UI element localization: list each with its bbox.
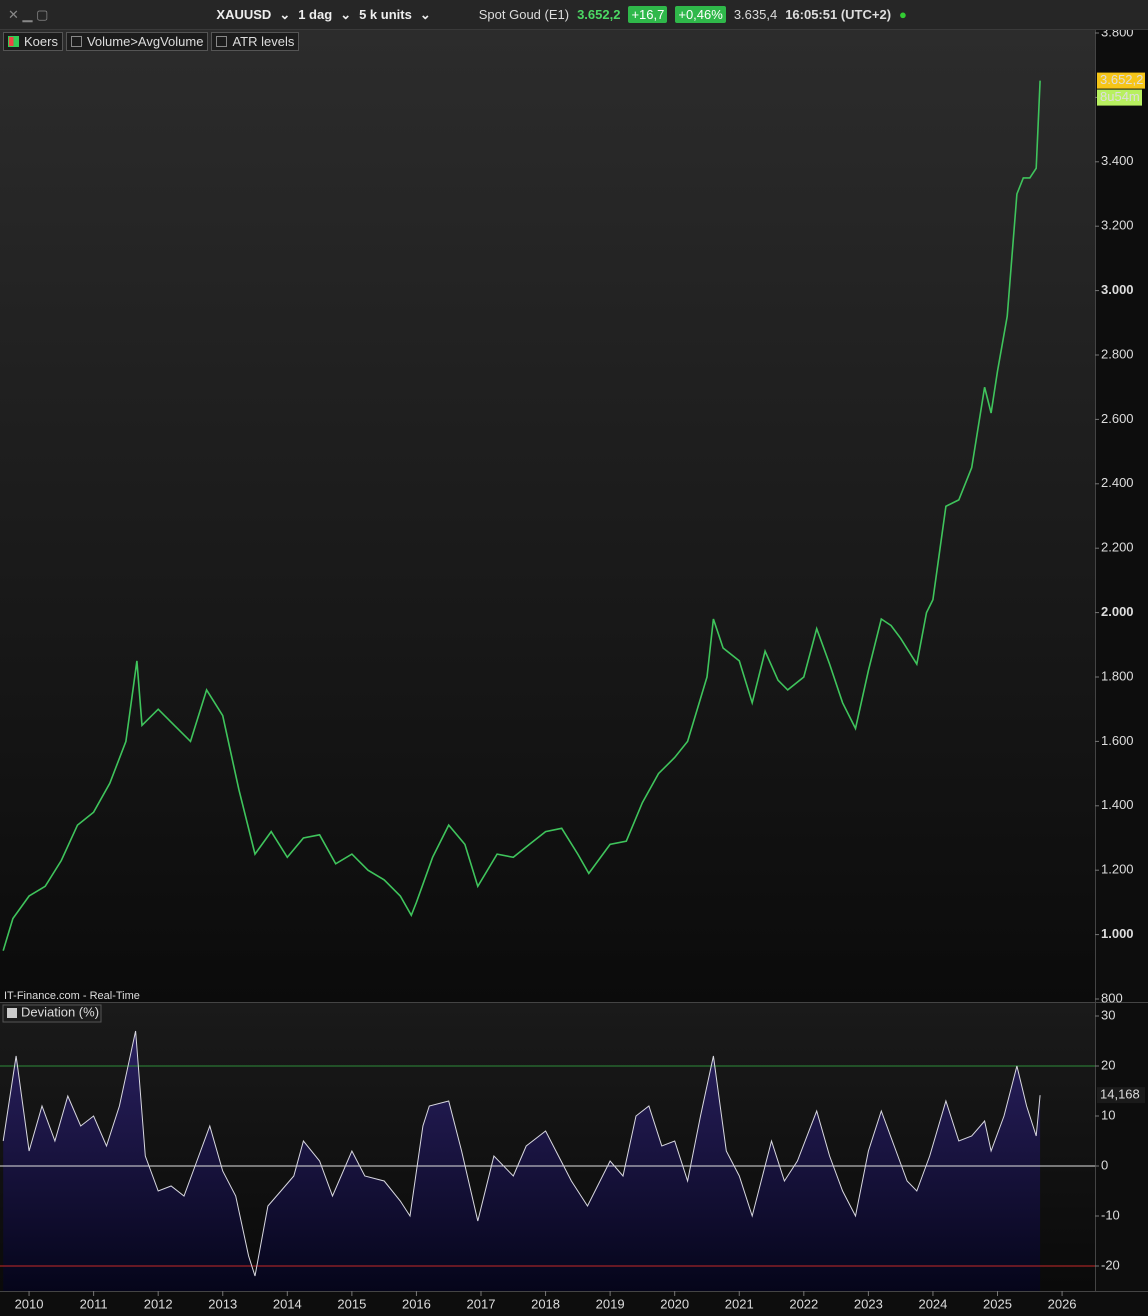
y-tick-label: -10 (1101, 1207, 1120, 1222)
units-select[interactable]: 5 k units ⌄ (359, 6, 431, 22)
legend-text: Volume>AvgVolume (86, 34, 204, 49)
x-tick-label: 2012 (144, 1296, 173, 1311)
x-tick-label: 2014 (273, 1296, 302, 1311)
legend: Koers Volume>AvgVolume ATR levels (3, 32, 302, 51)
symbol-select[interactable]: XAUUSD ⌄ (216, 6, 291, 22)
x-tick-label: 2025 (983, 1296, 1012, 1311)
countdown: 8u54m (1100, 89, 1140, 104)
legend-text: Koers (24, 34, 58, 49)
y-tick-label: 3.400 (1101, 153, 1134, 168)
x-tick-label: 2021 (725, 1296, 754, 1311)
window-controls[interactable]: ✕ ▁ ▢ (8, 6, 49, 22)
last-value-label: 3.652,2 (1100, 72, 1143, 87)
last-price: 3.652,2 (577, 7, 621, 22)
last-value-tag (1097, 72, 1145, 89)
y-tick-label: 2.600 (1101, 411, 1134, 426)
price-panel (0, 30, 1095, 1002)
y-tick-label: 10 (1101, 1107, 1115, 1122)
indicator-title: Deviation (%) (21, 1004, 99, 1019)
instrument: Spot Goud (E1) (478, 7, 570, 22)
y-tick-label: 1.000 (1101, 926, 1134, 941)
area (3, 1031, 1041, 1291)
line (2, 80, 1041, 951)
y-tick-label: 1.600 (1101, 733, 1134, 748)
previous-close: 3.635,4 (733, 7, 778, 22)
status-dot: ● (899, 7, 907, 22)
x-tick-label: 2016 (402, 1296, 431, 1311)
x-tick-label: 2017 (467, 1296, 496, 1311)
interval: 1 dag (298, 6, 333, 22)
y-tick-label: 3.200 (1101, 218, 1134, 233)
y-tick-label: 30 (1101, 1007, 1115, 1022)
x-tick-label: 2010 (15, 1296, 44, 1311)
x-tick-label: 2019 (596, 1296, 625, 1311)
x-tick-label: 2011 (80, 1296, 108, 1311)
y-tick-label: -20 (1101, 1257, 1120, 1272)
x-tick-label: 2018 (531, 1296, 560, 1311)
x-tick-label: 2015 (337, 1296, 366, 1311)
y-tick-label: 2.200 (1101, 540, 1134, 555)
y-tick-label: 800 (1101, 990, 1123, 1005)
toolbar: ✕ ▁ ▢ XAUUSD ⌄ 1 dag ⌄ 5 k units ⌄ Spot Gou… (0, 0, 1148, 30)
legend-text: ATR levels (232, 34, 295, 49)
y-tick-label: 0 (1101, 1157, 1108, 1172)
legend-price[interactable]: Koers (3, 32, 63, 51)
units: 5 k units (359, 6, 412, 22)
change: +16,7 (628, 6, 668, 23)
x-tick-label: 2024 (918, 1296, 947, 1311)
countdown-tag (1097, 89, 1142, 106)
last-value-label: 14,168 (1100, 1087, 1140, 1102)
time: 16:05:51 (UTC+2) (785, 7, 892, 22)
y-tick-label: 3.000 (1101, 282, 1134, 297)
last-value-tag (1097, 1087, 1145, 1104)
legend-atr[interactable]: ATR levels (211, 32, 300, 51)
indicator-swatch (7, 1008, 17, 1018)
x-tick-label: 2013 (208, 1296, 237, 1311)
x-tick-label: 2022 (789, 1296, 818, 1311)
symbol: XAUUSD (216, 6, 272, 22)
legend-volume[interactable]: Volume>AvgVolume (65, 32, 209, 51)
source-label: IT-Finance.com - Real-Time (4, 990, 140, 1002)
x-tick-label: 2026 (1048, 1296, 1077, 1311)
y-tick-label: 2.800 (1101, 346, 1134, 361)
y-tick-label: 2.000 (1101, 604, 1134, 619)
y-tick-label: 1.400 (1101, 797, 1134, 812)
y-tick-label: 1.200 (1101, 862, 1134, 877)
y-tick-label: 1.800 (1101, 668, 1134, 683)
line (2, 1030, 1041, 1277)
y-tick-label: 20 (1101, 1057, 1115, 1072)
x-tick-label: 2020 (660, 1296, 689, 1311)
interval-select[interactable]: 1 dag ⌄ (298, 6, 352, 22)
indicator-legend (2, 1004, 102, 1023)
y-tick-label: 2.400 (1101, 475, 1134, 490)
change-pct: +0,46% (675, 6, 726, 23)
x-tick-label: 2023 (854, 1296, 883, 1311)
